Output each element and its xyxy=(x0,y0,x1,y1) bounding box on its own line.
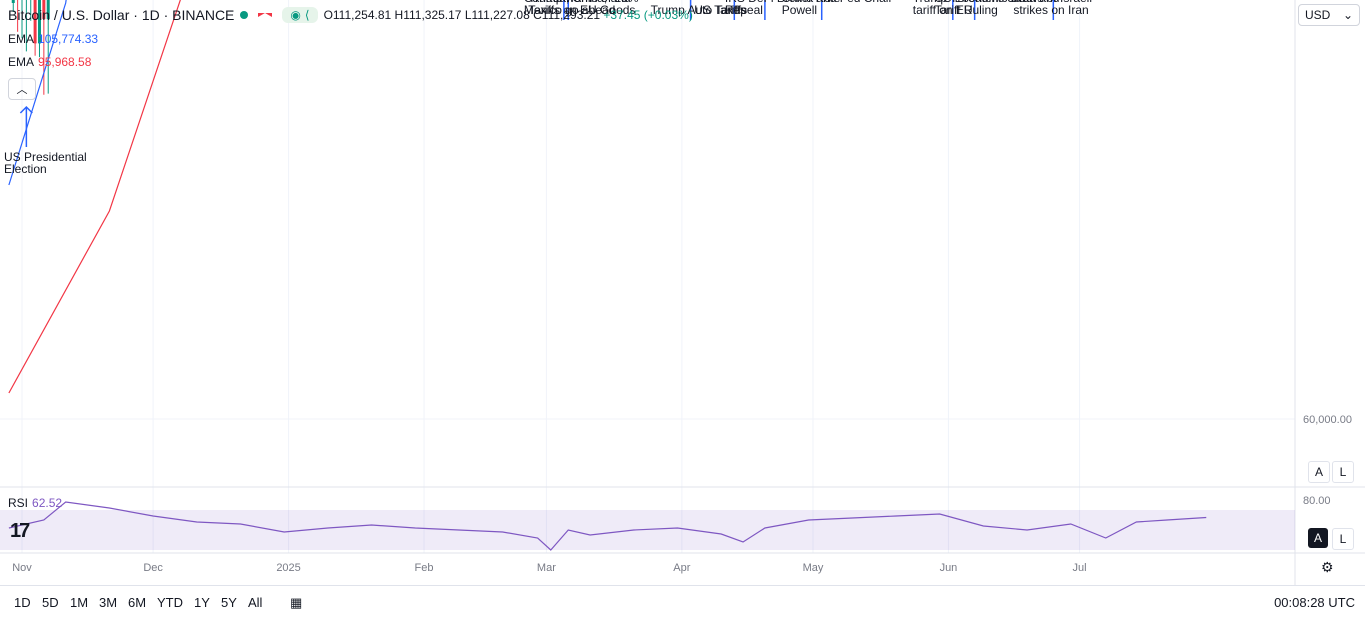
candle-body xyxy=(42,0,46,20)
annotation-label: Trump Auto Tariffs xyxy=(651,3,748,17)
rsi-auto-scale-button[interactable]: A xyxy=(1308,528,1328,548)
rsi-log-scale-button[interactable]: L xyxy=(1332,528,1354,550)
calendar-range-icon[interactable]: ▦ xyxy=(290,595,303,610)
chevron-down-icon: ⌄ xyxy=(1342,8,1353,22)
ema-fast-legend[interactable]: EMA 105,774.33 xyxy=(8,32,98,46)
timeframe-1y[interactable]: 1Y xyxy=(194,595,210,610)
indicator-toggle[interactable]: ◉ ⟨ xyxy=(282,7,318,23)
annotation-label: US Presidential xyxy=(4,150,87,164)
time-axis-label: Nov xyxy=(12,562,32,574)
change-value: +37.45 (+0.03%) xyxy=(603,8,693,22)
timeframe-6m[interactable]: 6M xyxy=(128,595,147,610)
ema-slow-legend[interactable]: EMA 95,968.58 xyxy=(8,55,91,69)
time-axis-label: May xyxy=(803,562,824,574)
timeframe-1d[interactable]: 1D xyxy=(14,595,31,610)
annotation-label: China and Fed Chair xyxy=(782,0,893,5)
candle-body xyxy=(37,0,41,44)
annotation-label: Mexico go ahead xyxy=(524,3,615,17)
rsi-label: RSI xyxy=(8,496,29,510)
auto-scale-button[interactable]: A xyxy=(1308,461,1330,483)
annotation-label: strikes on Iran xyxy=(1013,3,1088,17)
chevron-up-icon: ︿ xyxy=(16,84,28,96)
annotation-label: IRS DeFi Broker Rule xyxy=(725,0,841,5)
low-value: L111,227.08 xyxy=(464,8,530,22)
time-axis-label: Dec xyxy=(143,562,163,574)
rsi-legend[interactable]: RSI 62.52 xyxy=(8,496,62,510)
currency-label: USD xyxy=(1305,8,1331,22)
timeframe-5d[interactable]: 5D xyxy=(42,595,59,610)
utc-clock[interactable]: 00:08:28 UTC xyxy=(1274,595,1355,610)
annotation-label: US Tariffs xyxy=(694,3,746,17)
high-value: H111,325.17 xyxy=(394,8,462,22)
annotation-label: US Economic Data and xyxy=(935,0,1060,5)
annotation-label: Tariff Ruling xyxy=(935,3,998,17)
time-axis-label: Apr xyxy=(673,562,690,574)
ema-fast-value: 105,774.33 xyxy=(38,32,99,46)
time-axis-label: Feb xyxy=(415,562,434,574)
close-value: C111,293.21 xyxy=(533,8,601,22)
ema-fast-line xyxy=(8,0,67,186)
time-axis-label: Jul xyxy=(1073,562,1087,574)
share-icon: ⟨ xyxy=(304,8,310,22)
timeframe-1m[interactable]: 1M xyxy=(70,595,89,610)
ema-slow-line xyxy=(8,0,181,394)
ohlc-readout: O111,254.81 H111,325.17 L111,227.08 C111… xyxy=(324,8,693,22)
candle-body xyxy=(46,0,50,20)
ema-label: EMA xyxy=(8,32,35,46)
log-scale-button[interactable]: L xyxy=(1332,461,1354,483)
symbol-header: Bitcoin / U.S. Dollar · 1D · BINANCE ◉ ⟨ … xyxy=(8,7,693,23)
annotation-label: Tariffs on EU Goods xyxy=(528,3,635,17)
open-value: O111,254.81 xyxy=(323,8,392,22)
collapse-legend-button[interactable]: ︿ xyxy=(8,78,36,100)
settings-gear-icon[interactable]: ⚙ xyxy=(1321,559,1334,575)
annotation-label: Repeal xyxy=(725,3,763,17)
ema-slow-value: 95,968.58 xyxy=(38,55,92,69)
annotation-label: News of Israeli xyxy=(1013,0,1092,5)
time-axis-label: Jun xyxy=(940,562,958,574)
bottom-toolbar: 1D 5D 1M 3M 6M YTD 1Y 5Y All ▦ 00:08:28 … xyxy=(0,585,1365,620)
rsi-value: 62.52 xyxy=(32,496,63,510)
eye-icon: ◉ xyxy=(290,8,301,22)
price-axis-label: 60,000.00 xyxy=(1303,414,1352,426)
annotation-label: Powell xyxy=(782,3,817,17)
symbol-title[interactable]: Bitcoin / U.S. Dollar · 1D · BINANCE xyxy=(8,7,235,23)
annotation-label: Trump warns of 25% xyxy=(528,0,639,5)
annotation-label: tariff on EU xyxy=(913,3,973,17)
annotation-label: Canada, China, and xyxy=(524,0,631,5)
timeframe-3m[interactable]: 3M xyxy=(99,595,118,610)
time-axis-label: Mar xyxy=(537,562,556,574)
time-axis-label: 2025 xyxy=(276,562,300,574)
rsi-axis-label: 80.00 xyxy=(1303,495,1331,507)
annotation-label: Election xyxy=(4,162,47,176)
tradingview-logo[interactable]: 17 xyxy=(10,520,30,542)
currency-select[interactable]: USD ⌄ xyxy=(1298,4,1360,26)
candle-body xyxy=(11,0,15,3)
candles xyxy=(11,0,50,95)
annotation-arrowhead xyxy=(19,105,33,114)
candle-body xyxy=(33,0,37,44)
rsi-line xyxy=(8,501,1207,551)
flag-icon[interactable] xyxy=(258,13,273,17)
annotation-label: Trump Threatens 50% xyxy=(913,0,1032,5)
timeframe-ytd[interactable]: YTD xyxy=(157,595,183,610)
ema-label: EMA xyxy=(8,55,35,69)
timeframe-5y[interactable]: 5Y xyxy=(221,595,237,610)
market-status-dot xyxy=(240,11,249,19)
rsi-band xyxy=(0,510,1295,550)
timeframe-all[interactable]: All xyxy=(248,595,263,610)
